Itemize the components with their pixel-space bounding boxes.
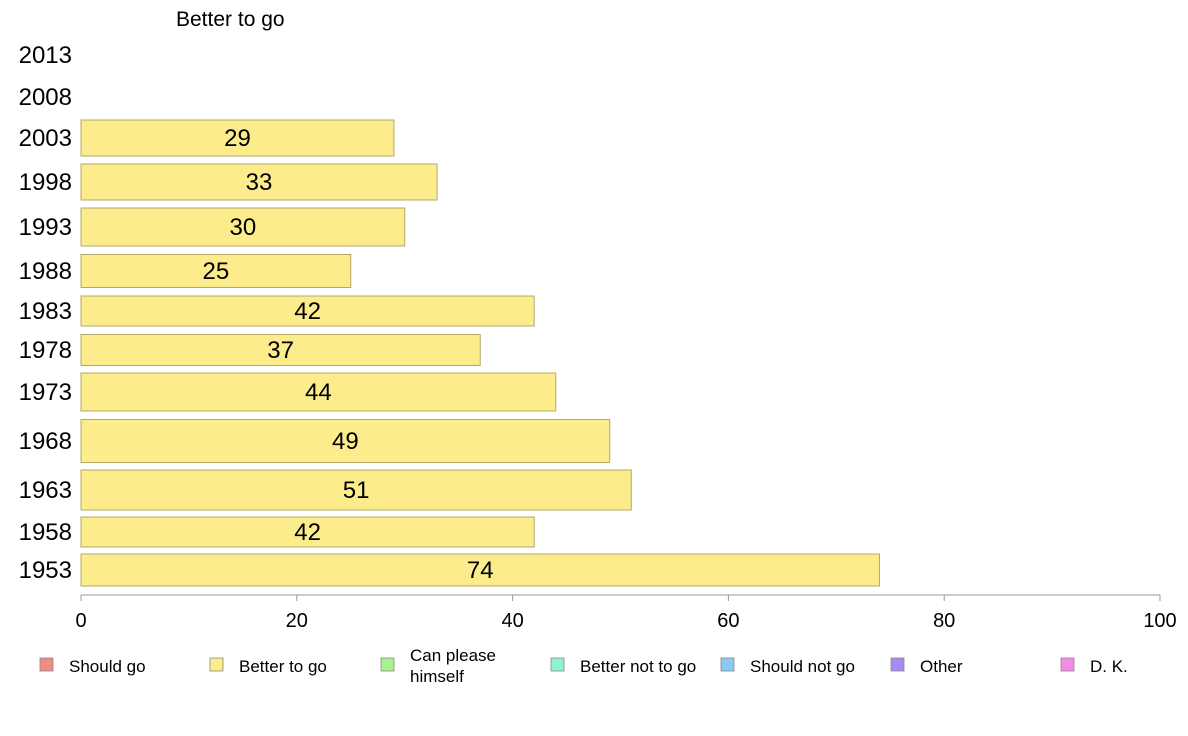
data-label: 42 xyxy=(294,298,321,325)
bar xyxy=(80,372,557,412)
bar xyxy=(80,295,535,327)
y-axis-labels: 2013 2008 2003 1998 1993 1988 1983 1978 1973 1968… xyxy=(19,42,72,584)
bar xyxy=(80,254,352,288)
bar xyxy=(80,119,395,157)
bar xyxy=(80,419,611,463)
bar xyxy=(80,516,535,548)
y-tick-label: 2013 xyxy=(19,42,72,69)
x-tick-label: 20 xyxy=(286,610,308,632)
y-tick-label: 1993 xyxy=(19,214,72,241)
legend-label: Other xyxy=(920,657,963,676)
y-tick-label: 2003 xyxy=(19,125,72,152)
legend-swatch xyxy=(209,657,224,672)
y-tick-label: 1963 xyxy=(19,477,72,504)
x-tick-label: 40 xyxy=(501,610,523,632)
y-tick-label: 1973 xyxy=(19,379,72,406)
legend: Should go Better to go Can please himself Be… xyxy=(39,646,1128,686)
data-label: 49 xyxy=(332,428,359,455)
data-label: 42 xyxy=(294,519,321,546)
legend-swatch xyxy=(720,657,735,672)
data-label: 44 xyxy=(305,379,332,406)
data-label: 29 xyxy=(224,125,251,152)
y-tick-label: 1958 xyxy=(19,519,72,546)
y-tick-label: 1953 xyxy=(19,557,72,584)
legend-label: Better not to go xyxy=(580,657,696,676)
y-tick-label: 2008 xyxy=(19,84,72,111)
bar xyxy=(80,469,632,511)
legend-swatch xyxy=(890,657,905,672)
x-tick-label: 0 xyxy=(75,610,86,632)
data-label: 30 xyxy=(229,214,256,241)
legend-swatch xyxy=(1060,657,1075,672)
legend-label: Should go xyxy=(69,657,146,676)
y-tick-label: 1978 xyxy=(19,337,72,364)
bar xyxy=(80,207,406,247)
chart-title: Better to go xyxy=(176,8,285,31)
legend-label: Better to go xyxy=(239,657,327,676)
legend-swatch xyxy=(380,657,395,672)
x-tick-label: 80 xyxy=(933,610,955,632)
data-label: 74 xyxy=(467,557,494,584)
y-tick-label: 1998 xyxy=(19,169,72,196)
legend-swatch xyxy=(39,657,54,672)
data-label: 33 xyxy=(246,169,273,196)
bar xyxy=(80,553,880,587)
legend-label: Can please himself xyxy=(410,646,496,686)
legend-swatch xyxy=(550,657,565,672)
data-label: 37 xyxy=(267,337,294,364)
data-label: 51 xyxy=(343,477,370,504)
y-tick-label: 1988 xyxy=(19,258,72,285)
x-axis: 0 20 40 60 80 100 xyxy=(75,594,1177,632)
bar xyxy=(80,334,481,366)
legend-label: D. K. xyxy=(1090,657,1128,676)
bar xyxy=(80,163,438,201)
x-tick-label: 100 xyxy=(1143,610,1176,632)
x-tick-label: 60 xyxy=(717,610,739,632)
legend-label: Should not go xyxy=(750,657,855,676)
y-tick-label: 1968 xyxy=(19,428,72,455)
data-label: 25 xyxy=(203,258,230,285)
y-tick-label: 1983 xyxy=(19,298,72,325)
